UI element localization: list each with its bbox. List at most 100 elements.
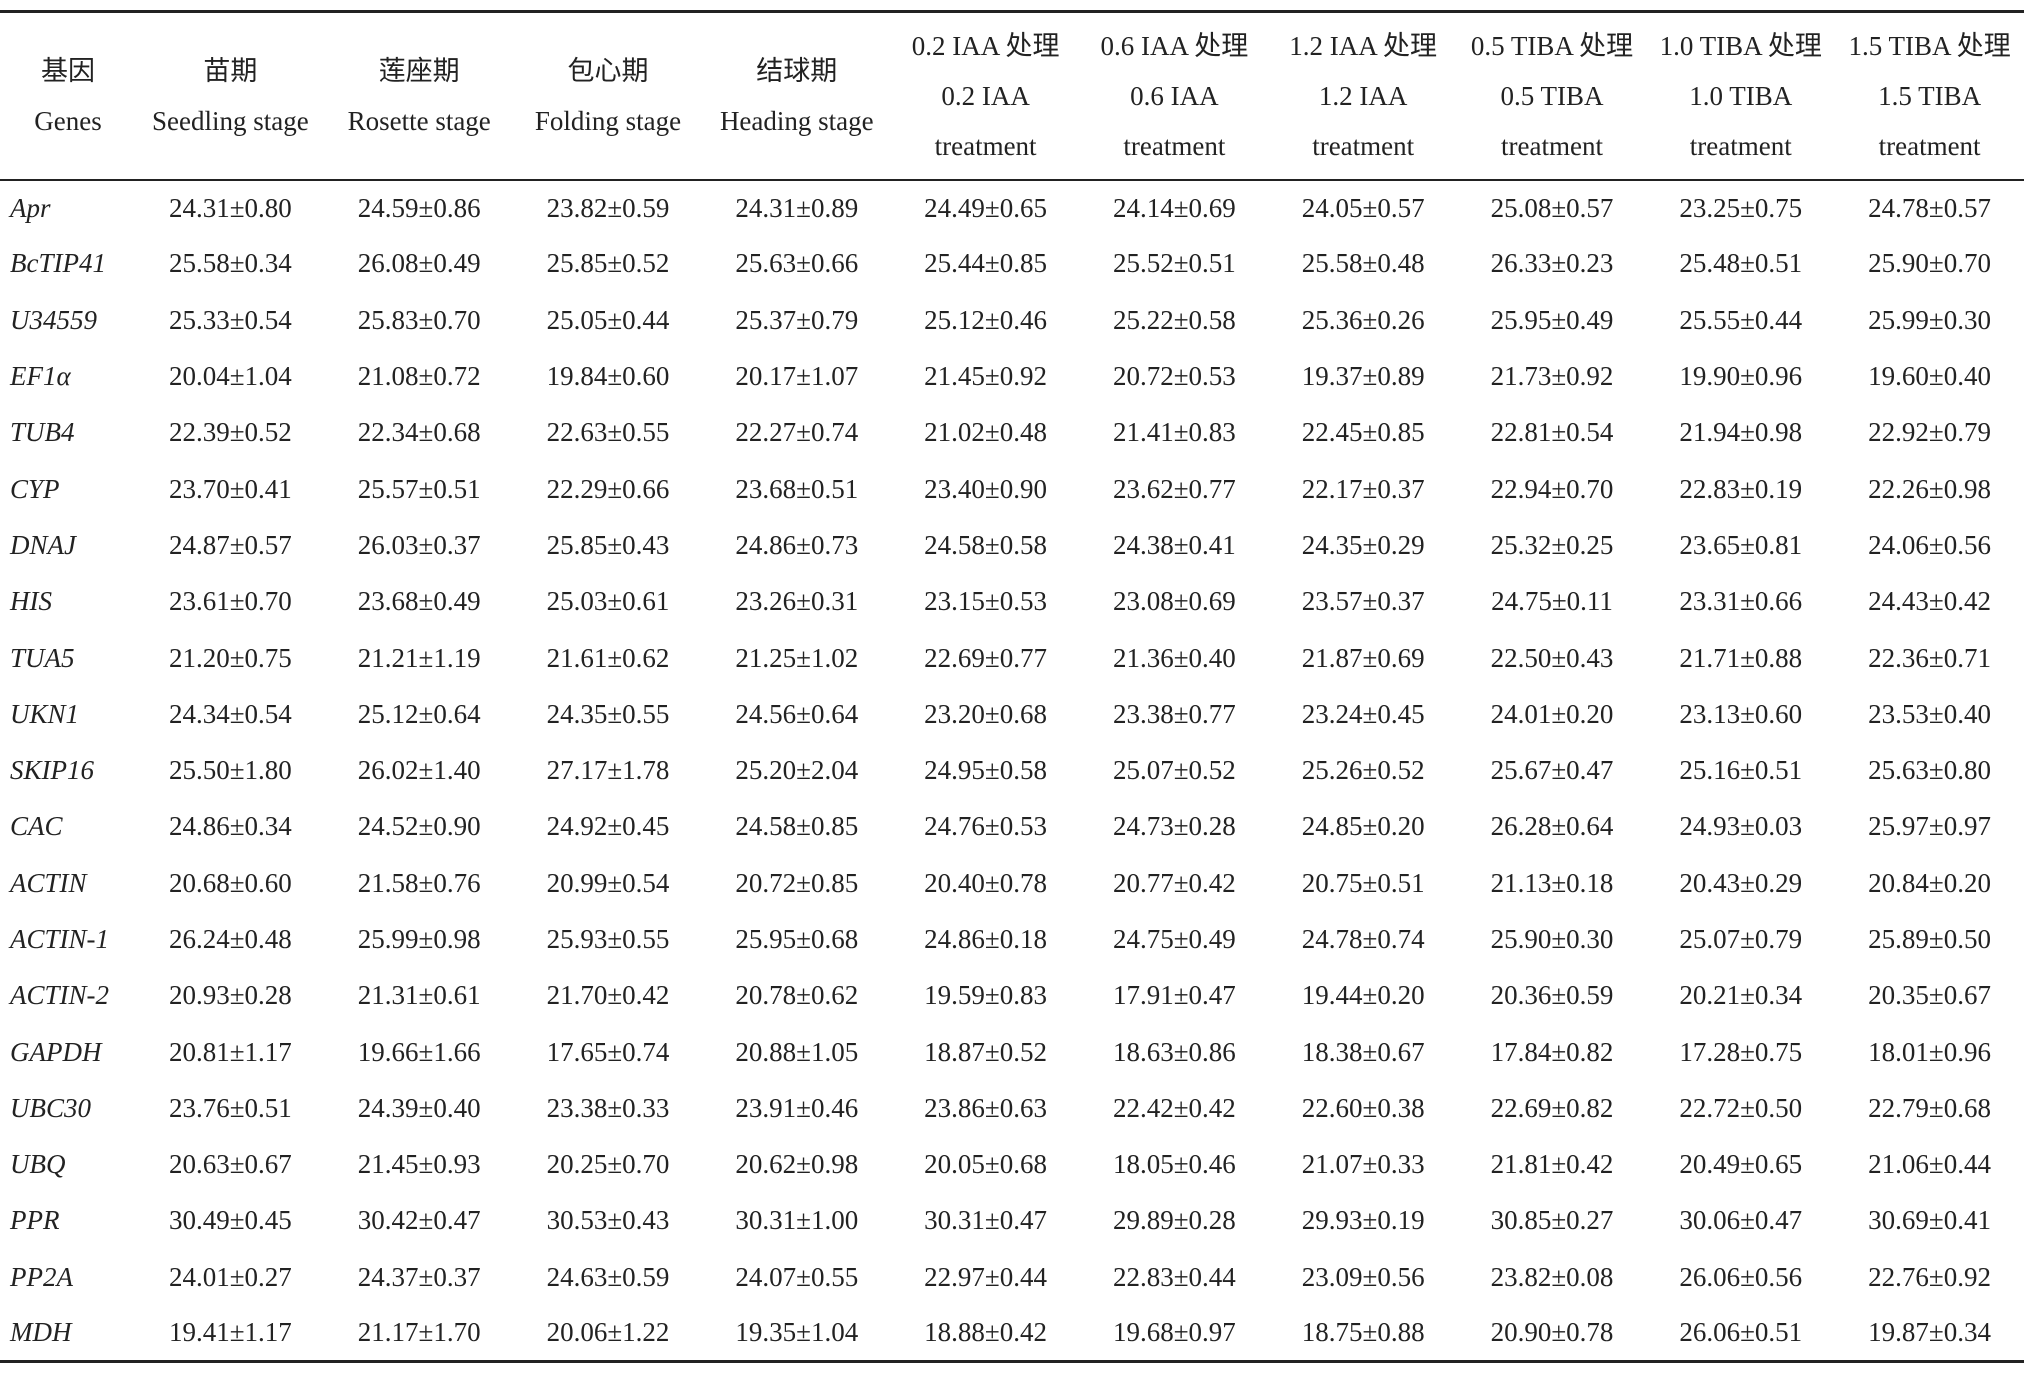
value-cell: 30.31±0.47 <box>924 1205 1047 1236</box>
header-cell: 0.2 IAA 处理 0.2 IAA treatment <box>891 12 1080 180</box>
header-cell: 0.5 TIBA 处理 0.5 TIBA treatment <box>1458 12 1647 180</box>
table-row: UBQ 20.63±0.67 21.45±0.93 20.25±0.70 20.62±0… <box>0 1137 2024 1193</box>
value-cell: 21.13±0.18 <box>1490 867 1614 898</box>
value-cell: 24.75±0.49 <box>1112 924 1236 954</box>
value-cell: 19.41±1.17 <box>168 1317 292 1348</box>
value-cell: 22.34±0.68 <box>357 417 481 448</box>
value-cell: 23.53±0.40 <box>1868 698 1991 729</box>
value-cell: 22.97±0.44 <box>924 1261 1047 1292</box>
value-cell: 21.36±0.40 <box>1112 642 1236 673</box>
value-cell: 24.93±0.03 <box>1679 811 1803 842</box>
value-cell: 21.81±0.42 <box>1490 1149 1614 1180</box>
value-cell: 24.73±0.28 <box>1112 811 1236 842</box>
table-row: Apr 24.31±0.80 24.59±0.86 23.82±0.59 24.31±0… <box>0 180 2024 236</box>
value-cell: 30.06±0.47 <box>1679 1205 1803 1236</box>
value-cell: 24.38±0.41 <box>1112 529 1236 560</box>
value-cell: 25.07±0.79 <box>1679 924 1803 954</box>
gene-name: Apr <box>10 192 51 223</box>
value-cell: 24.01±0.20 <box>1490 698 1614 729</box>
header-line: treatment <box>1123 130 1226 161</box>
value-cell: 20.17±1.07 <box>735 361 859 392</box>
value-cell: 20.81±1.17 <box>168 1036 292 1067</box>
table-row: PPR 30.49±0.45 30.42±0.47 30.53±0.43 30.31±1… <box>0 1193 2024 1249</box>
table-row: TUA5 21.20±0.75 21.21±1.19 21.61±0.62 21.25±… <box>0 630 2024 686</box>
value-cell: 20.62±0.98 <box>735 1149 859 1180</box>
value-cell: 22.72±0.50 <box>1679 1092 1803 1123</box>
gene-name: UBC30 <box>10 1092 91 1123</box>
value-cell: 25.58±0.34 <box>168 248 292 279</box>
value-cell: 22.94±0.70 <box>1490 473 1614 504</box>
value-cell: 26.03±0.37 <box>357 529 481 560</box>
value-cell: 23.08±0.69 <box>1112 586 1236 617</box>
value-cell: 22.81±0.54 <box>1490 417 1614 448</box>
header-line: Rosette stage <box>347 105 491 136</box>
value-cell: 22.69±0.82 <box>1490 1092 1614 1123</box>
value-cell: 25.90±0.70 <box>1868 248 1991 279</box>
value-cell: 24.95±0.58 <box>924 755 1047 786</box>
header-line: 0.6 IAA <box>1130 80 1219 111</box>
gene-name: UKN1 <box>10 698 80 729</box>
header-line: 苗期 <box>203 55 258 86</box>
value-cell: 25.12±0.46 <box>924 304 1047 335</box>
value-cell: 23.38±0.77 <box>1112 698 1236 729</box>
value-cell: 22.83±0.19 <box>1679 473 1803 504</box>
table-row: TUB4 22.39±0.52 22.34±0.68 22.63±0.55 22.27±… <box>0 405 2024 461</box>
value-cell: 21.87±0.69 <box>1301 642 1425 673</box>
value-cell: 26.02±1.40 <box>357 755 481 786</box>
value-cell: 25.08±0.57 <box>1490 192 1614 223</box>
value-cell: 24.58±0.58 <box>924 529 1047 560</box>
value-cell: 26.33±0.23 <box>1490 248 1614 279</box>
header-line: 1.2 IAA <box>1318 80 1408 111</box>
gene-name: EF1α <box>10 361 71 392</box>
value-cell: 20.63±0.67 <box>168 1149 292 1180</box>
value-cell: 30.53±0.43 <box>546 1205 670 1236</box>
value-cell: 22.69±0.77 <box>924 642 1047 673</box>
value-cell: 20.68±0.60 <box>168 867 292 898</box>
value-cell: 23.26±0.31 <box>735 586 859 617</box>
value-cell: 23.57±0.37 <box>1301 586 1425 617</box>
value-cell: 21.25±1.02 <box>735 642 859 673</box>
value-cell: 20.88±1.05 <box>735 1036 859 1067</box>
value-cell: 24.06±0.56 <box>1868 529 1991 560</box>
value-cell: 17.91±0.47 <box>1112 980 1236 1011</box>
value-cell: 24.76±0.53 <box>924 811 1047 842</box>
value-cell: 25.67±0.47 <box>1490 755 1614 786</box>
gene-name: DNAJ <box>10 529 76 560</box>
value-cell: 24.75±0.11 <box>1491 586 1613 617</box>
header-cell: 结球期 Heading stage <box>702 12 891 180</box>
value-cell: 25.03±0.61 <box>546 586 670 617</box>
value-cell: 21.31±0.61 <box>357 980 481 1011</box>
value-cell: 21.71±0.88 <box>1679 642 1803 673</box>
value-cell: 19.60±0.40 <box>1868 361 1991 392</box>
value-cell: 30.31±1.00 <box>735 1205 859 1236</box>
value-cell: 24.52±0.90 <box>357 811 481 842</box>
value-cell: 24.31±0.89 <box>735 192 859 223</box>
value-cell: 24.87±0.57 <box>168 529 292 560</box>
header-line: Genes <box>34 105 102 136</box>
value-cell: 22.79±0.68 <box>1868 1092 1991 1123</box>
header-line: Folding stage <box>534 105 682 136</box>
table-row: GAPDH 20.81±1.17 19.66±1.66 17.65±0.74 20.88… <box>0 1024 2024 1080</box>
header-line: 1.0 TIBA 处理 <box>1659 30 1822 61</box>
value-cell: 25.90±0.30 <box>1490 924 1614 954</box>
value-cell: 23.15±0.53 <box>924 586 1047 617</box>
value-cell: 25.93±0.55 <box>546 924 670 954</box>
value-cell: 30.49±0.45 <box>168 1205 292 1236</box>
value-cell: 23.40±0.90 <box>924 473 1047 504</box>
value-cell: 23.62±0.77 <box>1112 473 1236 504</box>
value-cell: 20.04±1.04 <box>168 361 292 392</box>
header-cell: 莲座期 Rosette stage <box>325 12 514 180</box>
table-row: U34559 25.33±0.54 25.83±0.70 25.05±0.44 25.3… <box>0 292 2024 348</box>
value-cell: 26.08±0.49 <box>357 248 481 279</box>
value-cell: 25.52±0.51 <box>1112 248 1236 279</box>
value-cell: 24.39±0.40 <box>357 1092 481 1123</box>
value-cell: 27.17±1.78 <box>546 755 670 786</box>
value-cell: 23.68±0.49 <box>357 586 481 617</box>
value-cell: 22.36±0.71 <box>1868 642 1991 673</box>
value-cell: 20.93±0.28 <box>168 980 292 1011</box>
value-cell: 18.01±0.96 <box>1868 1036 1991 1067</box>
value-cell: 24.07±0.55 <box>735 1261 859 1292</box>
value-cell: 21.61±0.62 <box>546 642 670 673</box>
table-row: UBC30 23.76±0.51 24.39±0.40 23.38±0.33 23.91… <box>0 1080 2024 1136</box>
